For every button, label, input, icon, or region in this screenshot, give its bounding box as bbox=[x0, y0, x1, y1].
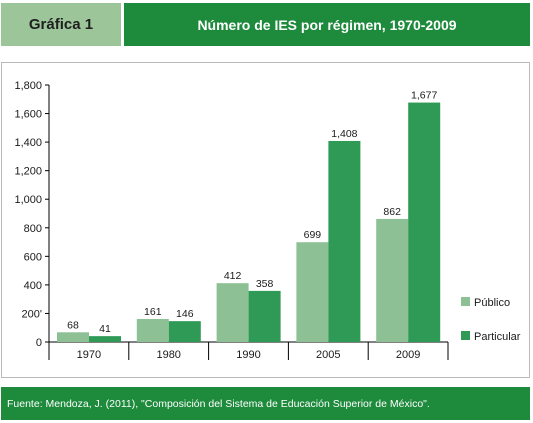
y-tick-label: 1,400 bbox=[14, 137, 42, 149]
data-label: 68 bbox=[67, 319, 79, 331]
data-label: 41 bbox=[99, 323, 111, 335]
x-tick-label: 1970 bbox=[77, 349, 101, 361]
y-tick-label: 800 bbox=[24, 223, 42, 235]
bar-particular bbox=[168, 321, 201, 342]
y-tick-label: 600 bbox=[24, 251, 42, 263]
y-tick-label: 0 bbox=[36, 337, 42, 349]
chart-number-label: Gráfica 1 bbox=[1, 3, 121, 46]
bar-publico bbox=[216, 283, 249, 342]
y-tick-label: 400 bbox=[24, 280, 42, 292]
chart-title: Número de IES por régimen, 1970-2009 bbox=[124, 3, 530, 46]
bar-publico bbox=[136, 319, 169, 342]
bar-publico bbox=[57, 332, 89, 342]
data-label: 1,677 bbox=[411, 90, 437, 102]
y-tick-label: 1,000 bbox=[14, 194, 42, 206]
data-label: 862 bbox=[383, 206, 401, 218]
legend-swatch-publico bbox=[461, 297, 470, 306]
bar-particular bbox=[248, 290, 281, 342]
bar-publico bbox=[296, 242, 329, 342]
legend-label-particular: Particular bbox=[474, 331, 521, 343]
bar-particular bbox=[89, 336, 121, 342]
legend-swatch-particular bbox=[461, 331, 470, 340]
x-tick-label: 1980 bbox=[156, 349, 180, 361]
y-tick-label: 1,600 bbox=[14, 109, 42, 121]
data-label: 146 bbox=[176, 308, 194, 320]
legend-label-publico: Público bbox=[474, 297, 510, 309]
x-tick-label: 2009 bbox=[396, 349, 420, 361]
bar-publico bbox=[376, 218, 409, 342]
y-tick-label: 1,800 bbox=[14, 80, 42, 92]
data-label: 358 bbox=[256, 278, 274, 290]
chart-frame bbox=[1, 62, 530, 378]
x-tick-label: 1990 bbox=[236, 349, 260, 361]
bar-particular bbox=[328, 140, 361, 342]
bar-particular bbox=[408, 102, 441, 342]
x-tick-label: 2005 bbox=[316, 349, 340, 361]
y-tick-label: 1,200 bbox=[14, 166, 42, 178]
data-label: 412 bbox=[224, 270, 242, 282]
y-tick-label: 200' bbox=[22, 308, 42, 320]
data-label: 1,408 bbox=[331, 128, 357, 140]
source-footer: Fuente: Mendoza, J. (2011), "Composición… bbox=[1, 387, 530, 420]
data-label: 699 bbox=[304, 229, 322, 241]
data-label: 161 bbox=[144, 306, 162, 318]
